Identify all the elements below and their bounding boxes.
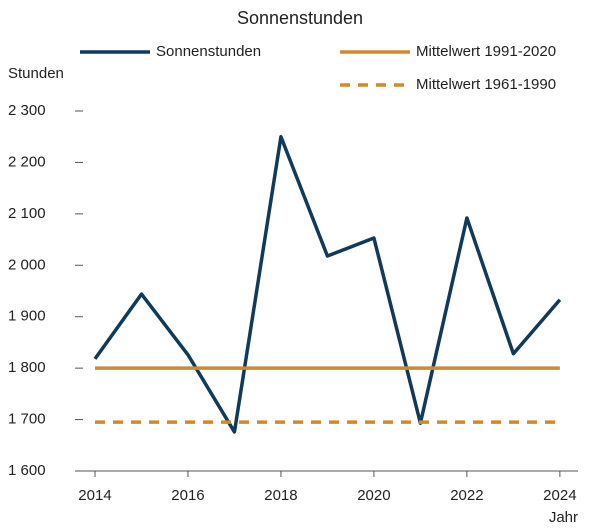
y-tick-label: 1 800 — [8, 359, 46, 376]
x-tick-label: 2024 — [543, 487, 576, 504]
chart-title: Sonnenstunden — [237, 8, 363, 28]
series-line — [93, 134, 562, 434]
x-tick-label: 2022 — [450, 487, 483, 504]
y-tick-label: 2 000 — [8, 256, 46, 273]
y-axis-label: Stunden — [8, 65, 64, 82]
y-tick-label: 2 200 — [8, 153, 46, 170]
x-axis-label: Jahr — [549, 509, 578, 526]
y-tick-label: 1 600 — [8, 462, 46, 479]
legend-label: Mittelwert 1991-2020 — [416, 43, 556, 60]
y-tick-label: 1 900 — [8, 308, 46, 325]
y-tick-label: 2 100 — [8, 205, 46, 222]
x-tick-label: 2020 — [357, 487, 390, 504]
legend-label: Sonnenstunden — [156, 43, 261, 60]
y-tick-label: 1 700 — [8, 411, 46, 428]
y-tick-label: 2 300 — [8, 102, 46, 119]
x-tick-label: 2016 — [171, 487, 204, 504]
x-tick-label: 2014 — [78, 487, 111, 504]
legend-label: Mittelwert 1961-1990 — [416, 76, 556, 93]
x-tick-label: 2018 — [264, 487, 297, 504]
